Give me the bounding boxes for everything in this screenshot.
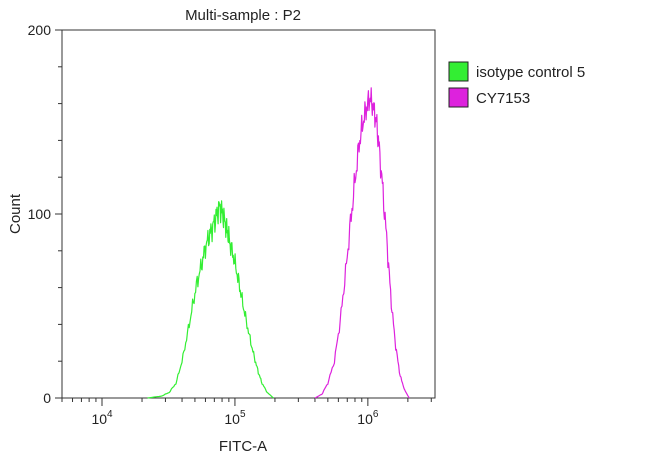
series-line-2 bbox=[314, 87, 410, 399]
y-axis-label: Count bbox=[7, 193, 24, 234]
legend-label: CY7153 bbox=[476, 90, 530, 107]
x-axis: 104 105 106 bbox=[61, 398, 432, 427]
y-axis: 0 100 200 bbox=[28, 22, 62, 406]
x-tick-label: 106 bbox=[357, 409, 379, 427]
x-axis-label: FITC-A bbox=[219, 438, 267, 455]
series-line-1 bbox=[147, 200, 274, 399]
legend-label: isotype control 5 bbox=[476, 64, 585, 81]
chart-title: Multi-sample : P2 bbox=[185, 7, 301, 24]
legend: isotype control 5 CY7153 bbox=[448, 61, 585, 108]
legend-swatch bbox=[448, 87, 469, 108]
series-layer bbox=[147, 87, 410, 399]
y-tick-label: 0 bbox=[43, 390, 51, 406]
y-tick-label: 200 bbox=[28, 22, 52, 38]
y-tick-label: 100 bbox=[28, 206, 52, 222]
legend-swatch bbox=[448, 61, 469, 82]
x-tick-label: 104 bbox=[91, 409, 113, 427]
x-tick-label: 105 bbox=[224, 409, 246, 427]
